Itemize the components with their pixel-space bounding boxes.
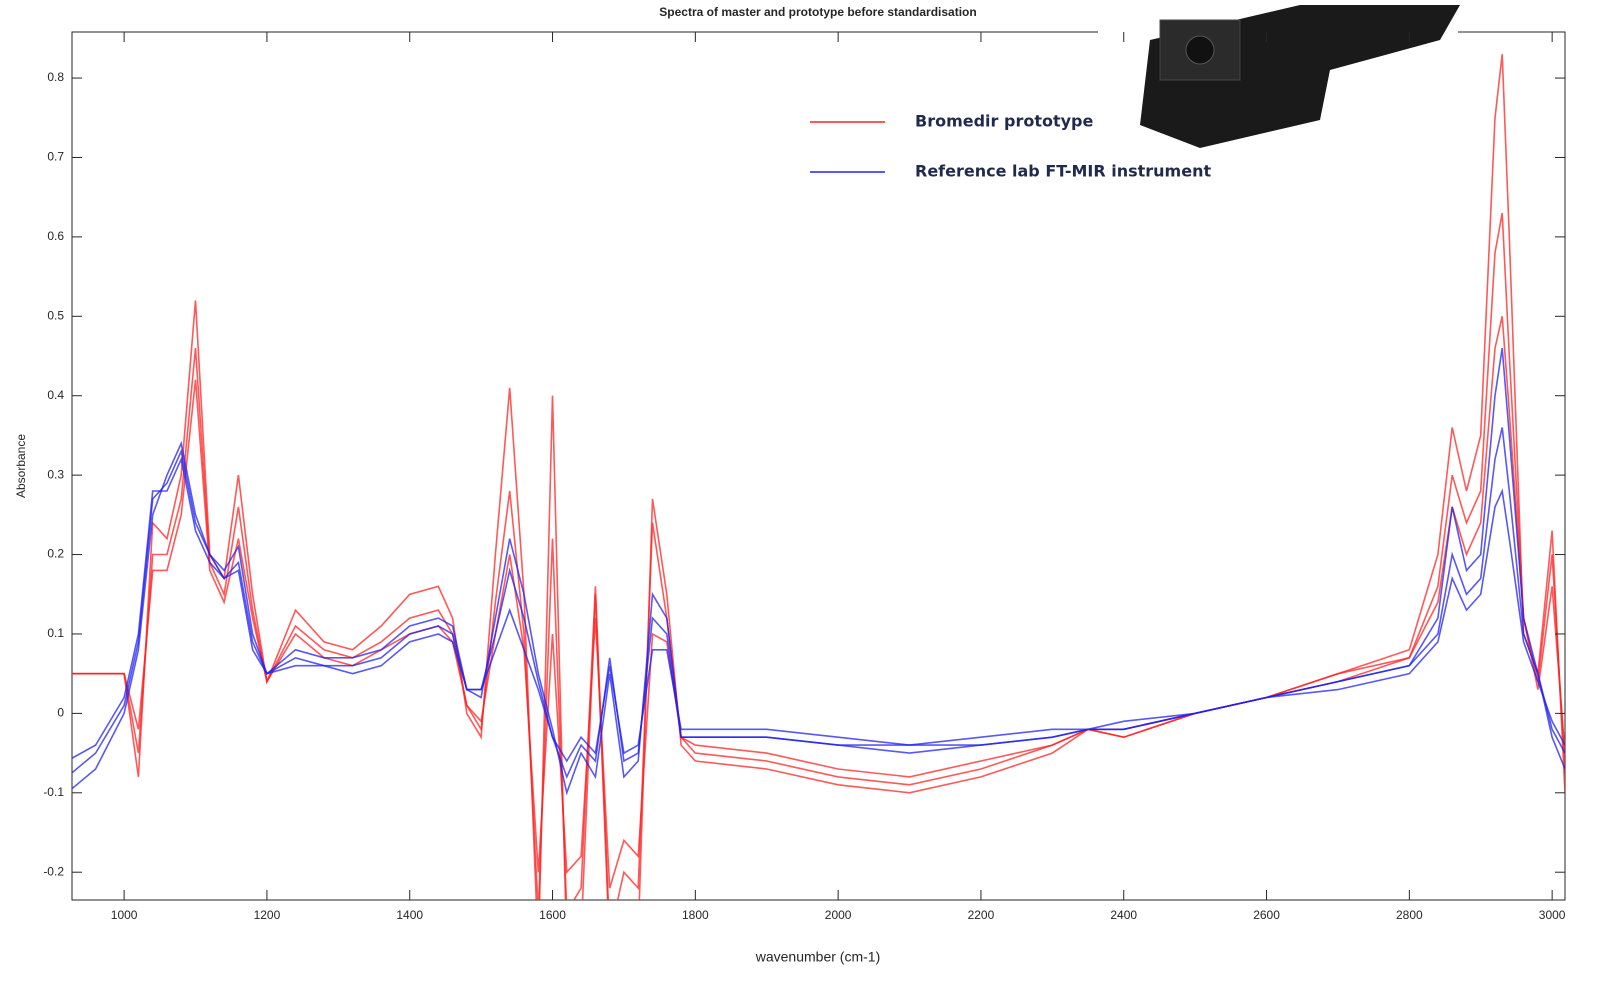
x-tick-label: 1600 [539, 908, 566, 922]
lines [72, 54, 1565, 900]
y-tick-label: 0.5 [47, 308, 64, 322]
y-tick-label: 0.3 [47, 467, 64, 481]
y-tick-label: -0.1 [43, 785, 64, 799]
x-tick-label: 2000 [825, 908, 852, 922]
spectrum-line [72, 347, 1565, 796]
y-tick-label: 0 [57, 706, 64, 720]
x-tick-label: 3000 [1539, 908, 1566, 922]
plot-frame [71, 31, 1566, 901]
spectrum-line [72, 456, 1565, 763]
y-tick-label: 0.7 [47, 150, 64, 164]
y-axis-label: Absorbance [14, 434, 28, 498]
spectrum-line [72, 427, 1565, 780]
x-tick-label: 2400 [1110, 908, 1137, 922]
x-tick-label: 1200 [254, 908, 281, 922]
legend-label: Reference lab FT-MIR instrument [915, 162, 1211, 181]
x-tick-label: 1000 [111, 908, 138, 922]
x-tick-label: 2600 [1253, 908, 1280, 922]
chart-title: Spectra of master and prototype before s… [659, 5, 976, 19]
x-axis-label: wavenumber (cm-1) [755, 949, 880, 965]
x-tick-label: 1400 [396, 908, 423, 922]
legend-label: Bromedir prototype [915, 112, 1094, 131]
spectrum-line [72, 212, 1565, 900]
spectrum-line [72, 316, 1565, 889]
y-tick-label: -0.2 [43, 864, 64, 878]
instrument-photo [1098, 5, 1460, 148]
y-tick-label: 0.1 [47, 626, 64, 640]
legend: Bromedir prototype Reference lab FT-MIR i… [810, 112, 1211, 181]
x-tick-label: 2800 [1396, 908, 1423, 922]
y-tick-label: 0.8 [47, 70, 64, 84]
x-tick-label: 2200 [968, 908, 995, 922]
y-tick-label: 0.4 [47, 388, 64, 402]
y-tick-label: 0.2 [47, 547, 64, 561]
y-tick-label: 0.6 [47, 229, 64, 243]
x-tick-label: 1800 [682, 908, 709, 922]
